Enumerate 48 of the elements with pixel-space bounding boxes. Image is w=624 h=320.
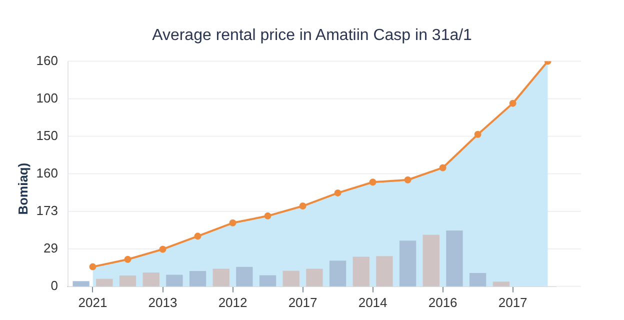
point — [159, 246, 166, 253]
chart-title: Average rental price in Amatiin Casp in 31a/1 — [152, 27, 472, 44]
text: 0 — [50, 278, 58, 293]
x-tick-label: 2014 — [358, 294, 388, 310]
bar — [376, 256, 393, 286]
point — [474, 130, 482, 138]
point — [334, 189, 342, 196]
point — [509, 100, 516, 107]
x-tick-label: 2021 — [78, 294, 108, 310]
bar — [352, 256, 370, 286]
text: 29 — [44, 240, 58, 256]
text: 173 — [36, 202, 58, 218]
point — [299, 202, 306, 210]
bar — [259, 275, 276, 286]
bar — [282, 270, 300, 286]
point — [404, 176, 412, 184]
point — [439, 164, 446, 172]
point — [124, 256, 132, 263]
point — [264, 212, 272, 220]
x-tick-label: 2016 — [428, 294, 458, 310]
point — [89, 263, 96, 270]
text: 100 — [36, 90, 58, 106]
point — [194, 232, 202, 240]
x-tick-label: 2017 — [498, 294, 528, 310]
point — [369, 178, 376, 186]
bar — [142, 272, 160, 286]
bar — [166, 274, 183, 286]
text: 160 — [36, 52, 58, 68]
bar — [469, 273, 486, 286]
bar — [96, 278, 113, 286]
y-axis-title: Bomiaq) — [16, 162, 31, 215]
point — [229, 219, 236, 226]
bar — [446, 230, 463, 286]
bar — [329, 260, 346, 286]
bar — [306, 268, 323, 286]
bar — [492, 282, 510, 286]
bar — [72, 281, 90, 286]
text: 160 — [36, 165, 58, 180]
x-tick-label: 2017 — [288, 294, 318, 310]
text: 150 — [36, 128, 58, 143]
x-tick-label: 2013 — [148, 294, 178, 310]
bar — [422, 234, 440, 286]
bar — [189, 270, 206, 286]
x-tick-label: 2012 — [218, 294, 248, 310]
bar — [236, 266, 253, 286]
bar — [399, 240, 416, 286]
bar — [119, 275, 136, 286]
bar — [212, 268, 230, 286]
